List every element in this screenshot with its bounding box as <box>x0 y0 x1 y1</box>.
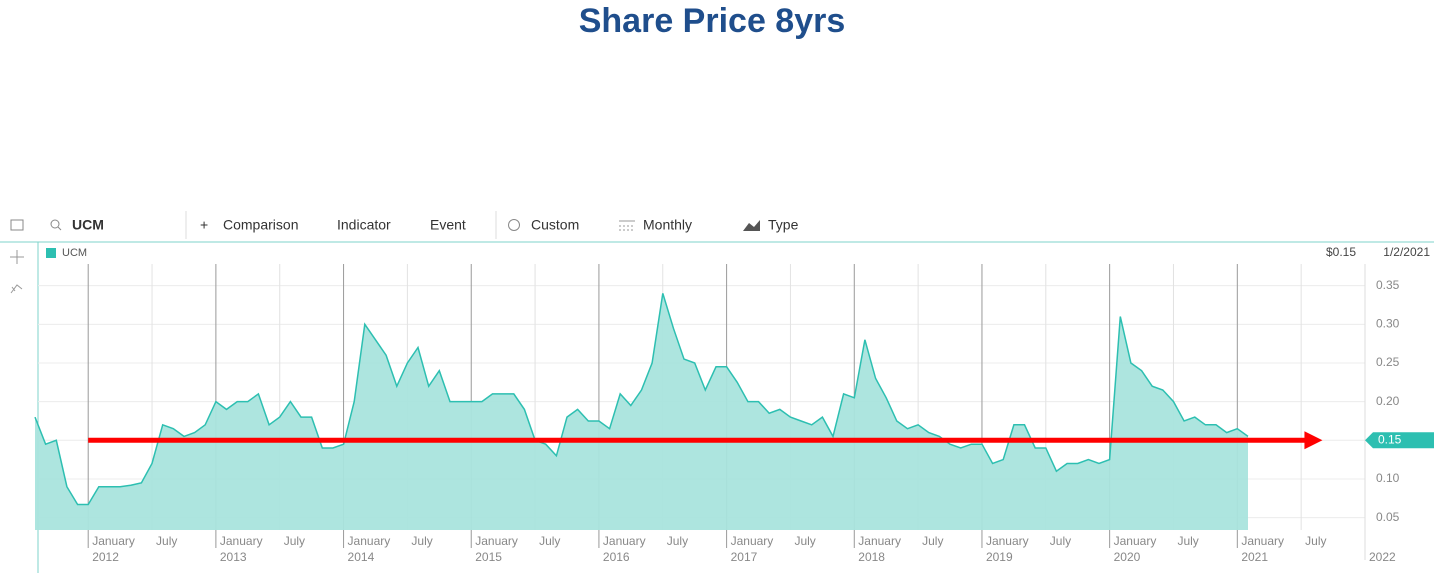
last-value-label: 0.15 <box>1378 432 1402 446</box>
x-year-label: 2013 <box>220 550 247 564</box>
x-year-label: 2018 <box>858 550 885 564</box>
x-year-label: 2020 <box>1114 550 1141 564</box>
line <box>34 293 1249 506</box>
y-tick-label: 0.20 <box>1376 394 1400 408</box>
toolbar-item[interactable]: Monthly <box>643 217 692 233</box>
symbol[interactable]: UCM <box>72 217 104 233</box>
toolbar-item[interactable]: Custom <box>531 217 579 233</box>
y-tick-label: 0.30 <box>1376 316 1400 330</box>
y-tick-label: 0.10 <box>1376 471 1400 485</box>
plus-icon: + <box>200 217 208 233</box>
x-tick-label: January <box>348 534 391 548</box>
x-tick-label: January <box>731 534 774 548</box>
crosshair-tool[interactable] <box>10 250 24 264</box>
legend-label: UCM <box>62 247 87 259</box>
arrow-head <box>1304 431 1323 450</box>
x-tick-label: July <box>667 534 688 548</box>
area <box>35 293 1248 530</box>
x-year-label: 2017 <box>731 550 758 564</box>
search-icon-handle <box>57 226 62 231</box>
x-tick-label: July <box>539 534 560 548</box>
x-tick-label: January <box>475 534 518 548</box>
x-tick-label: July <box>284 534 305 548</box>
legend-swatch <box>46 248 56 258</box>
x-tick-label: July <box>156 534 177 548</box>
x-tick-label: July <box>794 534 815 548</box>
x-tick-label: January <box>858 534 901 548</box>
y-tick-label: 0.25 <box>1376 355 1400 369</box>
x-year-label: 2016 <box>603 550 630 564</box>
y-tick-label: 0.35 <box>1376 278 1400 292</box>
x-tick-label: January <box>1241 534 1284 548</box>
x-tick-label: July <box>411 534 432 548</box>
x-tick-label: July <box>1050 534 1071 548</box>
y-tick-label: 0.05 <box>1376 510 1400 524</box>
toolbar-item[interactable]: Type <box>768 217 799 233</box>
type-icon <box>743 220 760 231</box>
x-year-label: 2015 <box>475 550 502 564</box>
x-tick-label: July <box>1305 534 1326 548</box>
toolbar-item[interactable]: Comparison <box>223 217 298 233</box>
toolbar-item[interactable]: Indicator <box>337 217 391 233</box>
x-tick-label: January <box>1114 534 1157 548</box>
x-tick-label: January <box>986 534 1029 548</box>
last-price: $0.15 <box>1326 245 1356 259</box>
last-value-box <box>1365 432 1434 449</box>
x-year-label: 2022 <box>1369 550 1396 564</box>
x-tick-label: January <box>92 534 135 548</box>
monthly-icon <box>619 220 635 231</box>
toolbar: UCM + Comparison Indicator Event Custom … <box>10 211 799 239</box>
x-tick-label: July <box>922 534 943 548</box>
x-year-label: 2012 <box>92 550 119 564</box>
panel-icon[interactable] <box>10 219 24 231</box>
last-date: 1/2/2021 <box>1383 245 1430 259</box>
x-tick-label: July <box>1177 534 1198 548</box>
x-year-label: 2019 <box>986 550 1013 564</box>
draw-tool[interactable] <box>10 284 23 294</box>
x-tick-label: January <box>603 534 646 548</box>
toolbar-item[interactable]: Event <box>430 217 466 233</box>
clock-icon <box>508 219 520 231</box>
x-year-label: 2014 <box>348 550 375 564</box>
chart-title: Share Price 8yrs <box>579 2 846 40</box>
x-year-label: 2021 <box>1241 550 1268 564</box>
x-tick-label: January <box>220 534 263 548</box>
search-icon <box>50 219 60 229</box>
